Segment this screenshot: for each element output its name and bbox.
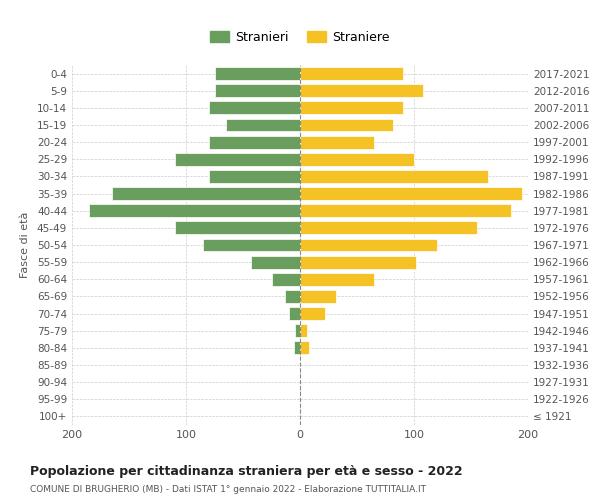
Bar [300, 290, 337, 303]
Bar [295, 324, 300, 337]
Bar [215, 67, 300, 80]
Bar [285, 290, 300, 303]
Bar [300, 204, 511, 217]
Bar [112, 187, 300, 200]
Bar [209, 170, 300, 183]
Bar [289, 307, 300, 320]
Bar [300, 67, 403, 80]
Bar [271, 273, 300, 285]
Bar [300, 136, 374, 148]
Bar [175, 153, 300, 166]
Bar [300, 170, 488, 183]
Bar [300, 187, 522, 200]
Bar [209, 136, 300, 148]
Text: COMUNE DI BRUGHERIO (MB) - Dati ISTAT 1° gennaio 2022 - Elaborazione TUTTITALIA.: COMUNE DI BRUGHERIO (MB) - Dati ISTAT 1°… [30, 485, 426, 494]
Y-axis label: Fasce di età: Fasce di età [20, 212, 30, 278]
Bar [251, 256, 300, 268]
Text: Popolazione per cittadinanza straniera per età e sesso - 2022: Popolazione per cittadinanza straniera p… [30, 465, 463, 478]
Bar [209, 102, 300, 114]
Bar [300, 307, 325, 320]
Bar [215, 84, 300, 97]
Legend: Stranieri, Straniere: Stranieri, Straniere [204, 24, 396, 50]
Bar [300, 273, 374, 285]
Y-axis label: Anni di nascita: Anni di nascita [596, 204, 600, 286]
Bar [300, 324, 307, 337]
Bar [203, 238, 300, 252]
Bar [300, 342, 309, 354]
Bar [300, 102, 403, 114]
Bar [295, 342, 300, 354]
Bar [89, 204, 300, 217]
Bar [300, 222, 477, 234]
Bar [226, 118, 300, 132]
Bar [300, 238, 437, 252]
Bar [300, 118, 394, 132]
Bar [300, 84, 423, 97]
Bar [300, 153, 414, 166]
Bar [175, 222, 300, 234]
Bar [300, 256, 416, 268]
